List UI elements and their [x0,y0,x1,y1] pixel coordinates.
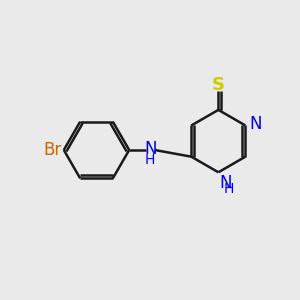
Text: H: H [224,182,234,196]
Text: S: S [212,76,225,94]
Text: H: H [145,153,155,167]
Text: N: N [144,140,157,158]
Text: N: N [220,174,232,192]
Text: N: N [249,115,262,133]
Text: Br: Br [44,141,62,159]
